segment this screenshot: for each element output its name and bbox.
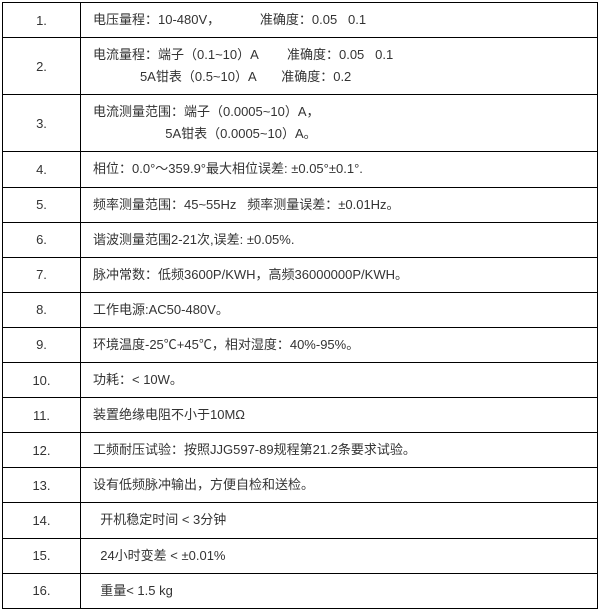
content-line: 电压量程：10-480V， 准确度：0.05 0.1 (93, 12, 366, 27)
spec-table: 1. 电压量程：10-480V， 准确度：0.05 0.1 2. 电流量程：端子… (2, 2, 598, 609)
content-line: 5A钳表（0.5~10）A 准确度：0.2 (93, 69, 351, 84)
content-line: 环境温度-25℃+45℃，相对湿度：40%-95%。 (93, 337, 359, 352)
row-number: 5. (3, 187, 81, 222)
row-content: 电压量程：10-480V， 准确度：0.05 0.1 (81, 3, 598, 38)
row-content: 电流量程：端子（0.1~10）A 准确度：0.05 0.1 5A钳表（0.5~1… (81, 38, 598, 95)
table-row: 12. 工频耐压试验：按照JJG597-89规程第21.2条要求试验。 (3, 433, 598, 468)
row-number: 13. (3, 468, 81, 503)
row-number: 4. (3, 152, 81, 187)
row-number: 2. (3, 38, 81, 95)
table-row: 16. 重量< 1.5 kg (3, 573, 598, 608)
table-row: 14. 开机稳定时间 < 3分钟 (3, 503, 598, 538)
table-row: 4. 相位：0.0°～359.9°最大相位误差: ±0.05°±0.1°. (3, 152, 598, 187)
row-number: 3. (3, 95, 81, 152)
row-number: 1. (3, 3, 81, 38)
row-number: 7. (3, 257, 81, 292)
content-line: 24小时变差 < ±0.01% (93, 548, 226, 563)
content-line: 电流测量范围：端子（0.0005~10）A， (93, 104, 320, 119)
row-content: 相位：0.0°～359.9°最大相位误差: ±0.05°±0.1°. (81, 152, 598, 187)
content-line: 频率测量范围：45~55Hz 频率测量误差：±0.01Hz。 (93, 197, 400, 212)
row-content: 开机稳定时间 < 3分钟 (81, 503, 598, 538)
table-row: 2. 电流量程：端子（0.1~10）A 准确度：0.05 0.1 5A钳表（0.… (3, 38, 598, 95)
row-number: 10. (3, 363, 81, 398)
row-number: 12. (3, 433, 81, 468)
row-content: 设有低频脉冲输出，方便自检和送检。 (81, 468, 598, 503)
content-line: 功耗：< 10W。 (93, 372, 183, 387)
table-row: 9. 环境温度-25℃+45℃，相对湿度：40%-95%。 (3, 327, 598, 362)
row-content: 功耗：< 10W。 (81, 363, 598, 398)
row-content: 脉冲常数：低频3600P/KWH，高频36000000P/KWH。 (81, 257, 598, 292)
row-content: 电流测量范围：端子（0.0005~10）A， 5A钳表（0.0005~10）A。 (81, 95, 598, 152)
row-content: 重量< 1.5 kg (81, 573, 598, 608)
table-row: 8. 工作电源:AC50-480V。 (3, 292, 598, 327)
table-row: 3. 电流测量范围：端子（0.0005~10）A， 5A钳表（0.0005~10… (3, 95, 598, 152)
content-line: 装置绝缘电阻不小于10MΩ (93, 407, 245, 422)
content-line: 5A钳表（0.0005~10）A。 (93, 126, 317, 141)
content-line: 工作电源:AC50-480V。 (93, 302, 229, 317)
content-line: 开机稳定时间 < 3分钟 (93, 512, 226, 527)
row-number: 9. (3, 327, 81, 362)
row-number: 16. (3, 573, 81, 608)
row-content: 频率测量范围：45~55Hz 频率测量误差：±0.01Hz。 (81, 187, 598, 222)
content-line: 脉冲常数：低频3600P/KWH，高频36000000P/KWH。 (93, 267, 408, 282)
content-line: 相位：0.0°～359.9°最大相位误差: ±0.05°±0.1°. (93, 161, 363, 176)
table-row: 7. 脉冲常数：低频3600P/KWH，高频36000000P/KWH。 (3, 257, 598, 292)
table-row: 10. 功耗：< 10W。 (3, 363, 598, 398)
row-content: 环境温度-25℃+45℃，相对湿度：40%-95%。 (81, 327, 598, 362)
row-number: 11. (3, 398, 81, 433)
table-row: 13. 设有低频脉冲输出，方便自检和送检。 (3, 468, 598, 503)
row-number: 14. (3, 503, 81, 538)
row-content: 24小时变差 < ±0.01% (81, 538, 598, 573)
content-line: 电流量程：端子（0.1~10）A 准确度：0.05 0.1 (93, 47, 393, 62)
row-content: 谐波测量范围2-21次,误差: ±0.05%. (81, 222, 598, 257)
table-row: 6. 谐波测量范围2-21次,误差: ±0.05%. (3, 222, 598, 257)
table-row: 15. 24小时变差 < ±0.01% (3, 538, 598, 573)
spec-table-body: 1. 电压量程：10-480V， 准确度：0.05 0.1 2. 电流量程：端子… (3, 3, 598, 609)
row-content: 工频耐压试验：按照JJG597-89规程第21.2条要求试验。 (81, 433, 598, 468)
content-line: 重量< 1.5 kg (93, 583, 173, 598)
content-line: 谐波测量范围2-21次,误差: ±0.05%. (93, 232, 294, 247)
table-row: 1. 电压量程：10-480V， 准确度：0.05 0.1 (3, 3, 598, 38)
row-number: 15. (3, 538, 81, 573)
content-line: 工频耐压试验：按照JJG597-89规程第21.2条要求试验。 (93, 442, 416, 457)
content-line: 设有低频脉冲输出，方便自检和送检。 (93, 477, 314, 492)
table-row: 5. 频率测量范围：45~55Hz 频率测量误差：±0.01Hz。 (3, 187, 598, 222)
table-row: 11. 装置绝缘电阻不小于10MΩ (3, 398, 598, 433)
row-number: 8. (3, 292, 81, 327)
row-content: 工作电源:AC50-480V。 (81, 292, 598, 327)
row-content: 装置绝缘电阻不小于10MΩ (81, 398, 598, 433)
row-number: 6. (3, 222, 81, 257)
